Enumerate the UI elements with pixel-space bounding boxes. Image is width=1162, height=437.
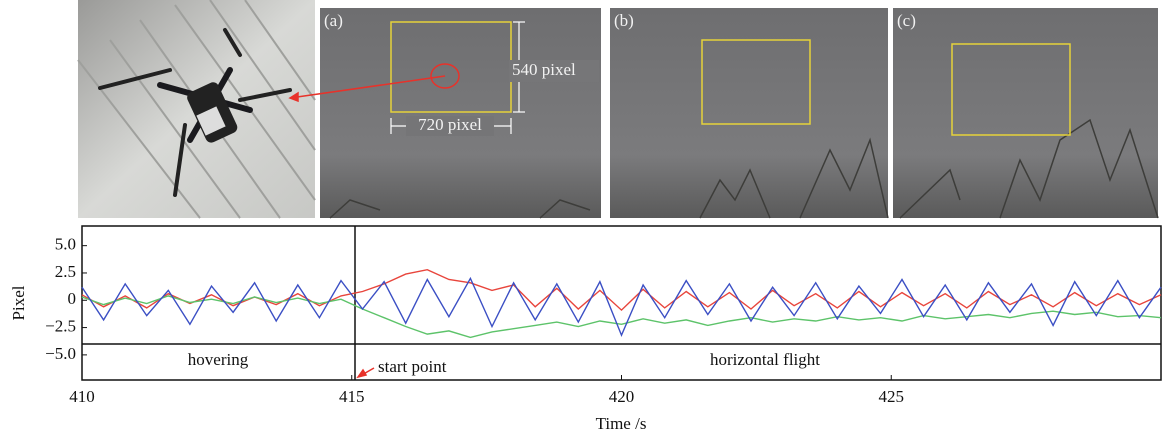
x-tick-label: 415 <box>339 387 365 406</box>
pointer-arrow <box>288 75 446 103</box>
y-tick-label: −2.5 <box>45 316 76 335</box>
frame-b <box>610 8 888 218</box>
x-axis-label: Time /s <box>596 414 647 433</box>
y-tick-label: 2.5 <box>55 262 76 281</box>
start-arrow <box>356 367 375 379</box>
annotation: hovering <box>188 350 249 369</box>
panel-label: (c) <box>897 11 916 30</box>
x-tick-label: 425 <box>879 387 905 406</box>
panel-label: (a) <box>324 11 343 30</box>
annotation: start point <box>378 357 447 376</box>
panel-label: (b) <box>614 11 634 30</box>
series-line <box>81 268 1162 312</box>
y-tick-label: 5.0 <box>55 235 76 254</box>
drone-photo <box>77 0 316 219</box>
y-axis-label: Pixel <box>9 285 28 320</box>
dimension-label: 540 pixel <box>512 60 576 79</box>
x-tick-label: 410 <box>69 387 95 406</box>
annotation: horizontal flight <box>710 350 820 369</box>
trees <box>329 118 1159 219</box>
label-bg <box>406 116 494 136</box>
y-tick-label: −5.0 <box>45 344 76 363</box>
y-tick-label: 0 <box>68 289 77 308</box>
frame-a <box>320 8 601 218</box>
series-line <box>81 276 1162 338</box>
series-line <box>81 295 1162 339</box>
dimension-label: 720 pixel <box>418 115 482 134</box>
label-bg <box>509 60 599 82</box>
x-tick-label: 420 <box>609 387 635 406</box>
